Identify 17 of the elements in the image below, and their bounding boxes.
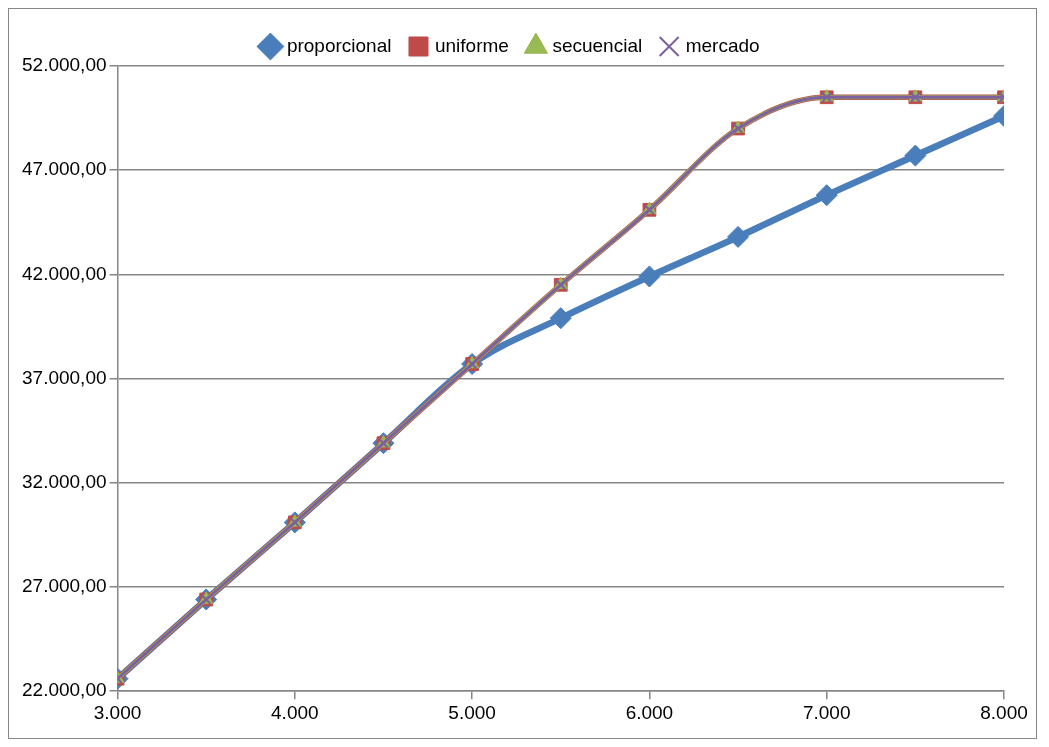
- legend-label: mercado: [685, 34, 760, 56]
- y-tick-label: 27.000,00: [21, 575, 107, 597]
- y-tick-label: 22.000,00: [21, 679, 107, 701]
- y-tick-label: 32.000,00: [21, 471, 107, 493]
- x-tick-label: 8.000: [980, 701, 1028, 723]
- y-tick-label: 47.000,00: [21, 158, 107, 180]
- x-tick-label: 5.000: [448, 701, 496, 723]
- legend-label: proporcional: [286, 34, 392, 56]
- y-tick-label: 42.000,00: [21, 262, 107, 284]
- x-tick-label: 3.000: [93, 701, 142, 723]
- x-tick-label: 4.000: [271, 701, 319, 723]
- legend-label: uniforme: [434, 34, 509, 56]
- x-tick-label: 7.000: [802, 701, 851, 723]
- y-tick-label: 52.000,00: [21, 54, 107, 76]
- y-tick-label: 37.000,00: [21, 366, 107, 388]
- legend-label: secuencial: [552, 34, 643, 56]
- x-tick-label: 6.000: [625, 701, 674, 723]
